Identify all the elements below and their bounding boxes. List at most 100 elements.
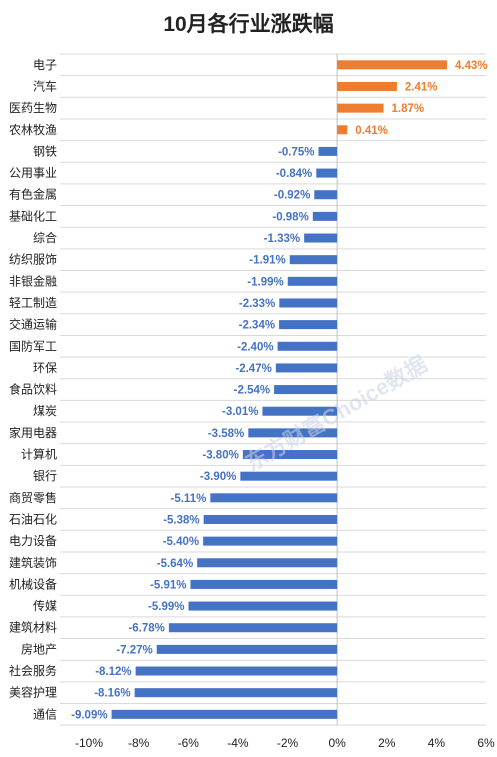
bar-5 [316, 168, 338, 178]
bar-12 [279, 320, 338, 330]
category-label: 医药生物 [9, 101, 57, 115]
bar-0 [337, 60, 448, 70]
category-label: 公用事业 [9, 166, 57, 180]
value-label: -7.27% [116, 644, 152, 656]
value-label: -3.01% [222, 406, 258, 418]
value-label: -5.99% [148, 601, 184, 613]
bar-8 [304, 233, 338, 243]
category-label: 环保 [33, 361, 57, 375]
category-label: 计算机 [21, 447, 57, 462]
x-tick-label: -6% [178, 736, 200, 750]
bar-16 [262, 406, 338, 416]
bar-6 [314, 190, 338, 200]
category-label: 机械设备 [9, 576, 57, 591]
x-tick-label: -2% [277, 736, 299, 750]
bar-29 [134, 688, 338, 698]
category-label: 煤炭 [33, 404, 57, 418]
value-label: 0.41% [355, 125, 388, 137]
category-label: 传媒 [33, 598, 57, 613]
bar-11 [279, 298, 338, 308]
value-label: 4.43% [455, 60, 488, 72]
bar-20 [210, 493, 338, 503]
category-label: 汽车 [33, 78, 57, 93]
bar-3 [337, 125, 348, 135]
category-label: 钢铁 [33, 144, 57, 158]
bar-22 [203, 536, 338, 546]
value-label: -5.11% [171, 493, 207, 505]
bar-23 [197, 558, 338, 568]
category-label: 电力设备 [9, 534, 57, 548]
category-label: 食品饮料 [9, 382, 57, 397]
value-label: 1.87% [392, 103, 425, 115]
value-label: -2.54% [234, 385, 270, 397]
bar-15 [274, 385, 338, 395]
category-label: 美容护理 [9, 685, 57, 700]
bar-2 [337, 103, 384, 113]
value-label: -2.47% [235, 363, 271, 375]
category-label: 农林牧渔 [9, 123, 57, 137]
value-label: -8.16% [94, 688, 130, 700]
value-label: -5.38% [163, 514, 199, 526]
x-tick-label: -10% [75, 736, 103, 750]
bar-27 [156, 644, 338, 654]
category-label: 纺织服饰 [9, 253, 57, 267]
value-label: -0.84% [276, 168, 312, 180]
value-label: -1.91% [249, 255, 285, 267]
x-tick-label: 4% [428, 736, 446, 750]
value-label: -1.99% [247, 276, 283, 288]
bar-17 [248, 428, 338, 438]
value-label: -1.33% [264, 233, 300, 245]
bar-21 [203, 514, 338, 524]
bar-10 [287, 276, 338, 286]
bar-24 [190, 579, 338, 589]
category-label: 石油石化 [9, 512, 57, 526]
category-label: 通信 [33, 707, 57, 721]
value-label: -2.34% [239, 320, 275, 332]
bar-26 [168, 623, 338, 633]
value-label: -6.78% [128, 623, 164, 635]
category-label: 社会服务 [9, 663, 57, 678]
value-label: -3.80% [202, 450, 238, 462]
bar-28 [135, 666, 338, 676]
x-tick-label: -4% [227, 736, 249, 750]
category-label: 国防军工 [9, 338, 57, 353]
category-label: 轻工制造 [9, 296, 57, 310]
value-label: -0.98% [272, 211, 308, 223]
bar-14 [275, 363, 338, 373]
category-label: 综合 [33, 230, 57, 245]
category-label: 房地产 [21, 641, 57, 656]
value-label: -3.58% [208, 428, 244, 440]
category-label: 商贸零售 [9, 490, 57, 505]
bar-4 [318, 146, 338, 156]
category-label: 交通运输 [9, 317, 57, 332]
x-tick-label: 6% [477, 736, 495, 750]
bar-7 [312, 211, 338, 221]
value-label: -3.90% [200, 471, 236, 483]
value-label: -8.12% [95, 666, 131, 678]
value-label: -0.75% [278, 146, 314, 158]
category-label: 建筑装饰 [9, 555, 57, 570]
bar-25 [188, 601, 338, 611]
category-label: 有色金属 [9, 187, 57, 202]
value-label: -9.09% [71, 709, 107, 721]
value-label: -2.33% [239, 298, 275, 310]
value-label: -2.40% [237, 341, 273, 353]
category-label: 非银金融 [9, 273, 57, 288]
chart-title: 10月各行业涨跌幅 [163, 13, 334, 36]
value-label: -0.92% [274, 190, 310, 202]
bar-1 [337, 81, 397, 91]
x-tick-label: 2% [378, 736, 396, 750]
value-label: -5.91% [150, 579, 186, 591]
value-label: -5.40% [163, 536, 199, 548]
bar-18 [242, 450, 338, 460]
category-label: 家用电器 [9, 425, 57, 440]
category-label: 基础化工 [9, 209, 57, 223]
bar-13 [277, 341, 338, 351]
value-label: -5.64% [157, 558, 193, 570]
category-label: 银行 [33, 469, 57, 483]
x-tick-label: -8% [128, 736, 150, 750]
bar-30 [111, 709, 338, 719]
x-tick-label: 0% [328, 736, 346, 750]
category-label: 电子 [33, 58, 57, 72]
